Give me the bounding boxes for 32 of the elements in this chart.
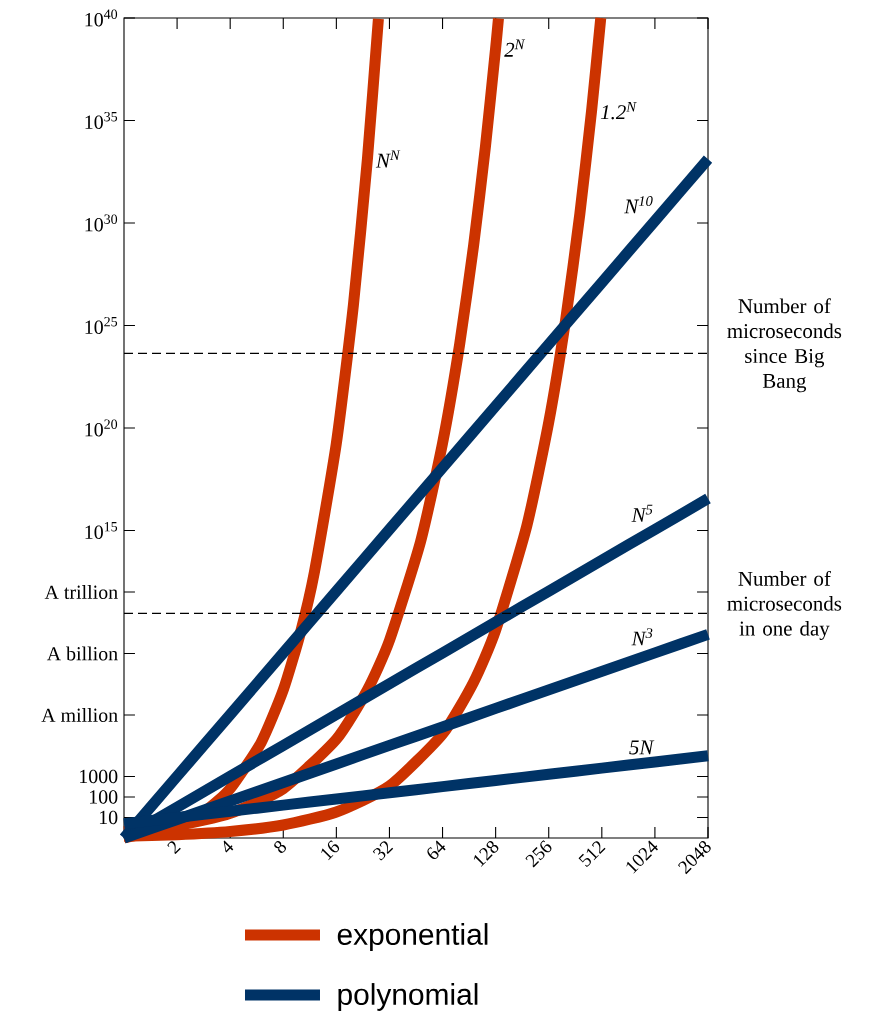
x-tick-label: 128 (473, 841, 499, 867)
ref-line-label: Number of microseconds in one day (727, 570, 842, 640)
text: polynomial (338, 983, 478, 1011)
series-label: N$^{5}$ (631, 504, 653, 522)
x-tick-label: 4 (223, 840, 234, 853)
x-tick-label: 16 (321, 840, 340, 861)
ref-line-label: Number of microseconds since Big Bang (727, 298, 842, 393)
series-label: N$^{10}$ (624, 196, 653, 214)
y-tick-label: 10$^{30}$ (85, 214, 118, 232)
y-tick-label: 10$^{20}$ (85, 419, 118, 437)
y-tick-label: A trillion (44, 584, 118, 599)
series-label: 1.2$^{N}$ (600, 102, 637, 120)
y-tick-label: A million (41, 707, 118, 722)
y-tick-label: A billion (46, 646, 118, 661)
x-tick-label: 8 (274, 841, 287, 853)
y-tick-label: 10$^{15}$ (85, 522, 118, 539)
x-tick-label: 512 (578, 841, 606, 867)
x-tick-label: 32 (372, 841, 394, 861)
x-tick-label: 64 (427, 840, 446, 860)
x-tick-label: 256 (525, 840, 552, 868)
y-tick-label: 10$^{40}$ (85, 9, 118, 27)
series-label: 5N (629, 740, 655, 755)
series-label: 2$^{N}$ (504, 39, 526, 57)
text: exponential (337, 923, 488, 951)
y-tick-label: 10$^{25}$ (85, 317, 118, 334)
y-tick-label: 10$^{35}$ (85, 112, 118, 129)
y-tick-label: 10 (99, 810, 118, 825)
series-label: N$^{3}$ (631, 628, 653, 646)
y-tick-label: 1000 (80, 769, 118, 784)
y-tick-label: 100 (89, 790, 118, 804)
x-tick-label: 2 (167, 841, 181, 855)
series-label: N$^{N}$ (375, 150, 401, 168)
